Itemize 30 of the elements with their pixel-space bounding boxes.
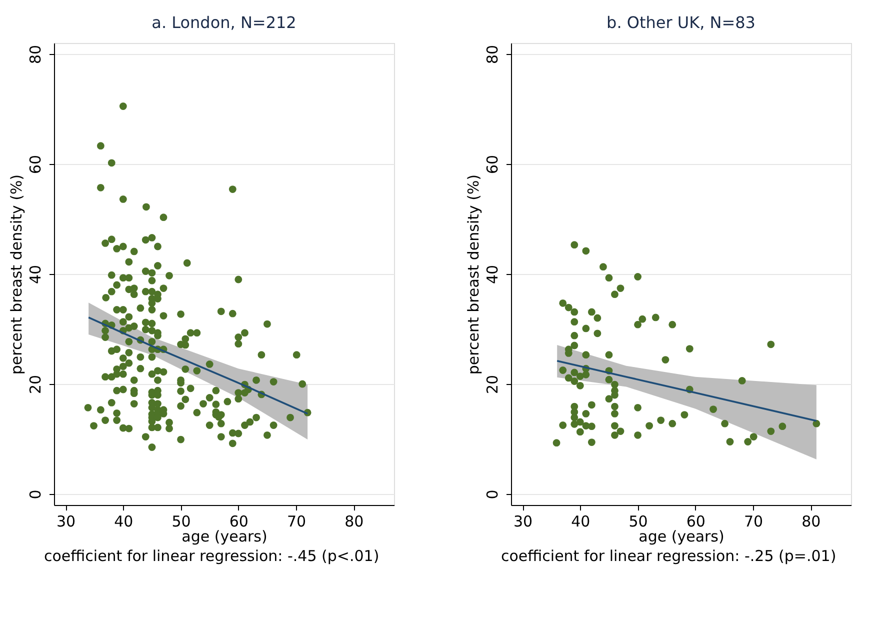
x-tick-label: 60 [686,512,706,530]
x-tick-label: 70 [744,512,764,530]
x-tick-label: 40 [571,512,590,530]
x-tick-label: 80 [802,512,821,530]
x-tick-label: 30 [513,512,533,530]
y-tick-label: 0 [26,490,44,500]
x-tick-label: 50 [628,512,648,530]
x-tick-label: 60 [229,512,248,530]
y-tick-label: 0 [484,490,502,500]
x-axis-title: age (years) [182,528,268,546]
x-tick-label: 70 [286,512,306,530]
chart-title: a. London, N=212 [152,13,296,32]
y-tick-label: 40 [26,264,44,284]
y-axis-title: percent breast density (%) [464,174,482,375]
x-tick-label: 30 [56,512,76,530]
y-tick-label: 20 [26,374,44,394]
text: coefficient for linear regression: -.25 (p=.01) [501,547,836,565]
x-axis-title: age (years) [638,528,724,546]
x-tick-label: 40 [114,512,134,530]
x-tick-label: 50 [172,512,191,530]
y-tick-label: 60 [26,154,44,174]
chart-title: b. Other UK, N=83 [606,13,756,32]
y-axis-title: percent breast density (%) [8,174,26,375]
y-tick-label: 40 [484,264,502,284]
y-tick-label: 60 [484,154,502,174]
y-tick-label: 80 [26,44,44,64]
text: coefficient for linear regression: -.45 (p<.01) [44,547,380,565]
x-tick-label: 80 [344,512,364,530]
y-tick-label: 80 [484,44,502,64]
y-tick-label: 20 [484,374,502,394]
